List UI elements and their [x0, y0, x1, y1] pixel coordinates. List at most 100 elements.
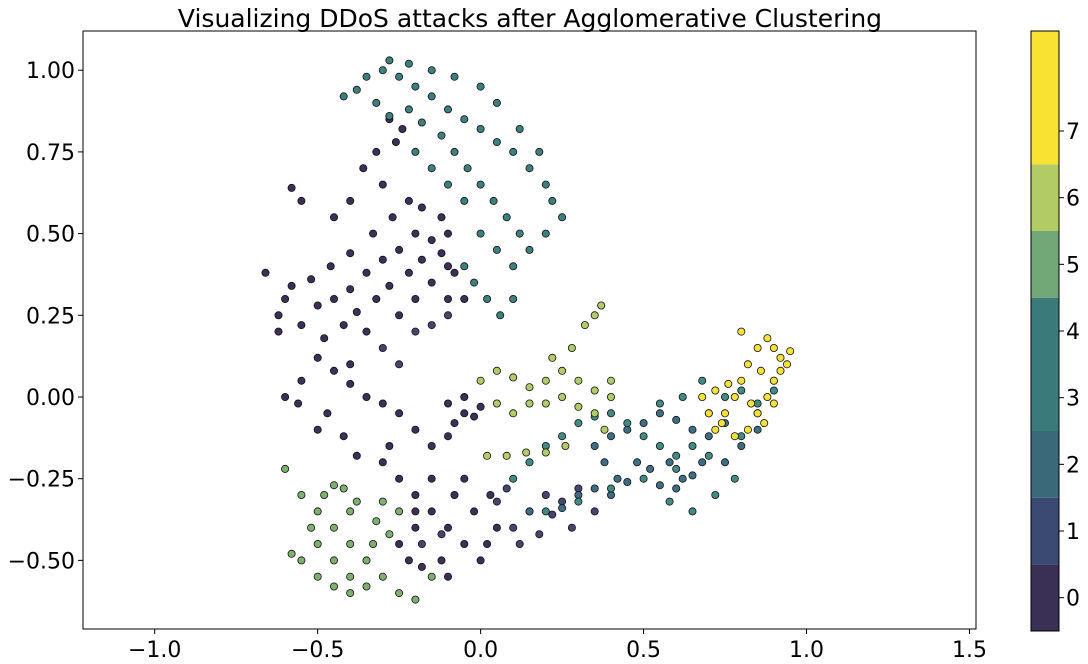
plot-frame [82, 30, 977, 630]
point-cluster-5-26 [411, 595, 420, 604]
point-cluster-0-38 [362, 327, 371, 336]
point-cluster-1-7 [541, 490, 550, 499]
point-cluster-0-18 [320, 334, 329, 343]
point-cluster-5-9 [346, 572, 355, 581]
point-cluster-6-14 [590, 409, 599, 418]
point-cluster-4-11 [541, 507, 550, 516]
colorbar-band-1 [1031, 497, 1059, 565]
y-tick-label: 0.50 [26, 223, 75, 248]
point-cluster-1-18 [590, 507, 599, 516]
point-cluster-5-4 [362, 556, 371, 565]
point-cluster-0-84 [460, 474, 469, 483]
point-cluster-3-14 [372, 98, 381, 107]
point-cluster-5-29 [287, 549, 296, 558]
point-cluster-0-77 [450, 490, 459, 499]
point-cluster-2-15 [698, 458, 707, 467]
point-cluster-1-13 [548, 510, 557, 519]
colorbar-band-2 [1031, 431, 1059, 498]
point-cluster-0-85 [483, 540, 492, 549]
point-cluster-1-17 [567, 523, 576, 532]
point-cluster-4-27 [678, 392, 687, 401]
point-cluster-5-19 [372, 517, 381, 526]
colorbar-tick-label: 5 [1066, 253, 1080, 278]
point-cluster-6-18 [522, 448, 531, 457]
point-cluster-3-15 [385, 112, 394, 121]
point-cluster-3-2 [411, 82, 420, 91]
point-cluster-0-59 [476, 402, 485, 411]
point-cluster-7-19 [737, 327, 746, 336]
point-cluster-0-65 [378, 458, 387, 467]
colorbar-tick-label: 1 [1066, 520, 1080, 545]
point-cluster-0-83 [427, 474, 436, 483]
point-cluster-0-9 [437, 249, 446, 258]
point-cluster-0-73 [395, 540, 404, 549]
point-cluster-6-15 [541, 399, 550, 408]
point-cluster-5-12 [329, 582, 338, 591]
point-cluster-3-6 [476, 125, 485, 134]
point-cluster-0-5 [378, 255, 387, 264]
point-cluster-6-0 [476, 376, 485, 385]
point-cluster-2-25 [558, 504, 567, 513]
y-tick-label: 1.00 [26, 59, 75, 84]
point-cluster-0-79 [486, 490, 495, 499]
point-cluster-0-71 [476, 556, 485, 565]
point-cluster-3-30 [492, 245, 501, 254]
colorbar-band-4 [1031, 231, 1059, 298]
point-cluster-0-63 [470, 412, 479, 421]
point-cluster-7-14 [730, 432, 739, 441]
colorbar-band-6 [1031, 31, 1059, 165]
point-cluster-7-3 [743, 360, 752, 369]
point-cluster-0-31 [391, 138, 400, 147]
point-cluster-4-32 [730, 474, 739, 483]
point-cluster-3-47 [385, 56, 394, 65]
point-cluster-6-19 [541, 448, 550, 457]
point-cluster-4-31 [665, 497, 674, 506]
point-cluster-6-11 [525, 399, 534, 408]
point-cluster-3-39 [548, 196, 557, 205]
point-cluster-0-19 [281, 294, 290, 303]
point-cluster-0-6 [395, 245, 404, 254]
point-cluster-0-39 [395, 311, 404, 320]
point-cluster-4-7 [721, 392, 730, 401]
point-cluster-2-19 [655, 481, 664, 490]
point-cluster-5-20 [385, 530, 394, 539]
point-cluster-2-0 [590, 441, 599, 450]
point-cluster-0-87 [281, 392, 290, 401]
point-cluster-0-0 [297, 321, 306, 330]
colorbar-band-0 [1031, 564, 1059, 631]
point-cluster-0-62 [450, 419, 459, 428]
point-cluster-6-2 [509, 373, 518, 382]
point-cluster-5-13 [346, 589, 355, 598]
x-tick-label: 1.0 [789, 638, 824, 663]
point-cluster-5-15 [307, 523, 316, 532]
x-tick-label: −1.0 [128, 638, 181, 663]
point-cluster-5-17 [339, 484, 348, 493]
point-cluster-0-27 [404, 196, 413, 205]
colorbar-tick-label: 2 [1066, 453, 1080, 478]
point-cluster-6-4 [541, 376, 550, 385]
point-cluster-7-7 [776, 353, 785, 362]
point-cluster-0-64 [385, 441, 394, 450]
point-cluster-7-9 [786, 347, 795, 356]
point-cluster-7-26 [717, 419, 726, 428]
point-cluster-0-21 [287, 281, 296, 290]
point-cluster-0-74 [404, 556, 413, 565]
point-cluster-7-18 [711, 386, 720, 395]
point-cluster-0-7 [411, 229, 420, 238]
point-cluster-7-2 [737, 376, 746, 385]
point-cluster-3-31 [509, 262, 518, 271]
point-cluster-3-36 [509, 294, 518, 303]
point-cluster-3-23 [502, 213, 511, 222]
point-cluster-3-1 [395, 72, 404, 81]
point-cluster-7-8 [783, 360, 792, 369]
point-cluster-1-2 [443, 311, 452, 320]
point-cluster-6-7 [590, 386, 599, 395]
point-cluster-0-47 [261, 268, 270, 277]
point-cluster-4-30 [688, 507, 697, 516]
point-cluster-4-1 [623, 419, 632, 428]
point-cluster-4-8 [737, 386, 746, 395]
x-axis: −1.0 −0.5 0.0 0.5 1.0 1.5 [128, 629, 987, 663]
point-cluster-0-17 [417, 255, 426, 264]
point-cluster-0-26 [388, 213, 397, 222]
